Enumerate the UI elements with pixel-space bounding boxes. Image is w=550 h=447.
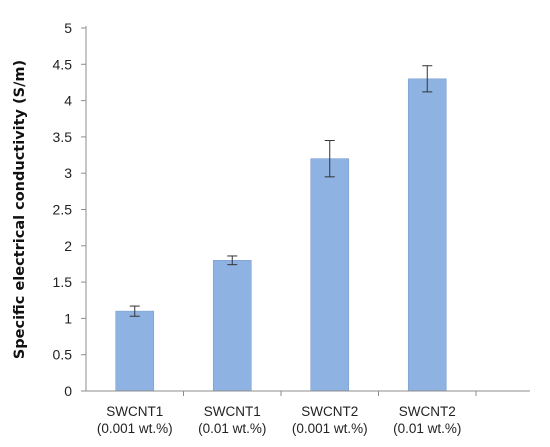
y-axis: 0 0.5 1 1.5 2 2.5 3 3.5 4 4.5 5: [53, 20, 87, 399]
y-tick-label: 0: [64, 383, 72, 399]
y-tick-label: 1.5: [53, 274, 73, 290]
bar: [310, 158, 350, 392]
y-tick-label: 5: [64, 20, 72, 36]
error-bar: [129, 305, 140, 317]
y-tick-label: 2.5: [53, 202, 73, 218]
y-tick-label: 3.5: [53, 129, 73, 145]
x-category-label: SWCNT2: [301, 404, 358, 419]
bar: [115, 310, 155, 392]
y-axis-title: Specific electrical conductivity (S/m): [12, 60, 28, 359]
y-tick-label: 2: [64, 238, 72, 254]
bar: [212, 260, 252, 392]
x-category-label: SWCNT2: [399, 404, 456, 419]
bar: [407, 78, 447, 392]
x-axis: SWCNT1 (0.001 wt.%) SWCNT1 (0.01 wt.%) SWCNT…: [86, 390, 530, 436]
x-category-label: SWCNT1: [106, 404, 163, 419]
error-bar: [227, 255, 238, 266]
x-category-label: (0.01 wt.%): [198, 421, 266, 436]
y-tick-label: 0.5: [53, 347, 73, 363]
y-tick-label: 3: [64, 165, 72, 181]
x-category-label: (0.001 wt.%): [97, 421, 173, 436]
error-bar: [324, 140, 335, 178]
y-tick-label: 1: [64, 310, 72, 326]
y-tick-label: 4: [64, 93, 72, 109]
error-bar: [422, 65, 433, 93]
bars: [115, 65, 447, 392]
x-category-label: SWCNT1: [204, 404, 261, 419]
x-category-label: (0.01 wt.%): [393, 421, 461, 436]
x-category-label: (0.001 wt.%): [292, 421, 368, 436]
y-tick-label: 4.5: [53, 56, 73, 72]
